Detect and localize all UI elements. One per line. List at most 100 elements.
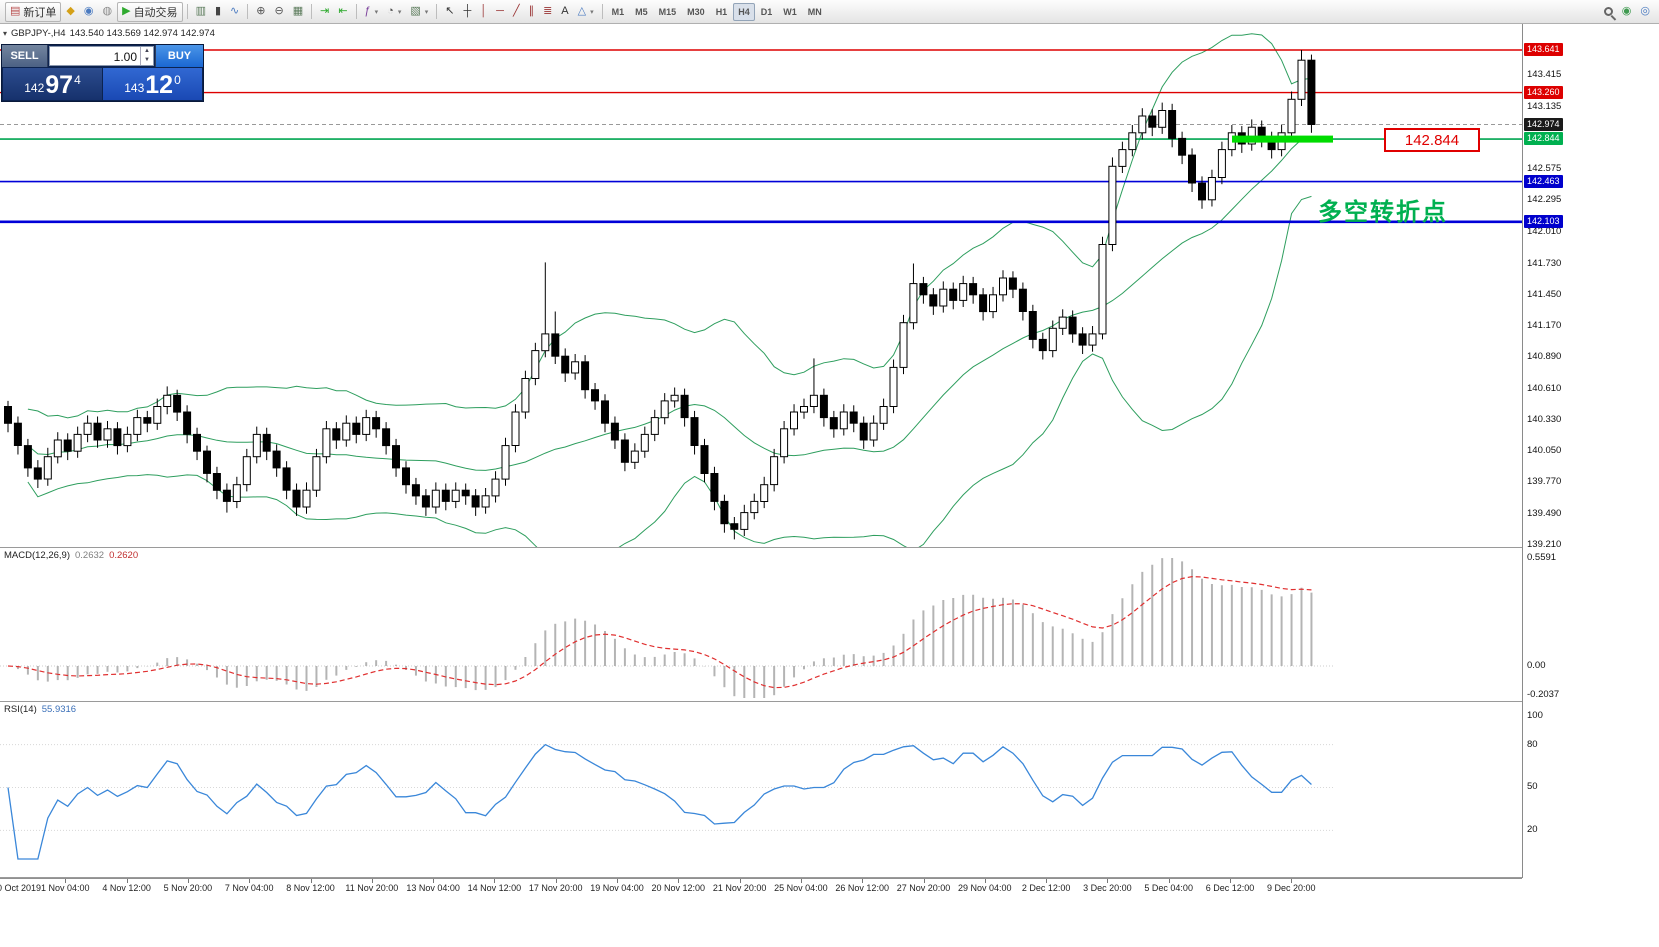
autotrading-button[interactable]: ▶ 自动交易 bbox=[117, 1, 183, 22]
spinner-up-icon[interactable]: ▲ bbox=[144, 48, 150, 54]
timeframe-button-m5[interactable]: M5 bbox=[635, 6, 648, 17]
time-axis-tick bbox=[1291, 879, 1293, 883]
time-axis-label: 20 Nov 12:00 bbox=[651, 883, 706, 893]
shapes-button[interactable]: △ ▾ bbox=[574, 2, 598, 22]
chevron-down-icon: ▾ bbox=[397, 8, 402, 16]
magnifier-glyph bbox=[1603, 7, 1613, 16]
price-badge: 142.103 bbox=[1524, 214, 1563, 228]
chart-shift-icon[interactable]: ⇤ bbox=[334, 2, 351, 22]
crosshair-icon-glyph: ┼ bbox=[463, 5, 472, 17]
macd-signal-value: 0.2620 bbox=[109, 550, 139, 561]
price-axis-label: 140.330 bbox=[1527, 413, 1562, 425]
templates-button[interactable]: ▧ ▾ bbox=[406, 2, 432, 22]
volume-field[interactable]: 1.00 ▲ ▼ bbox=[49, 46, 154, 66]
macd-chart[interactable] bbox=[0, 548, 1522, 701]
price-badge: 143.641 bbox=[1524, 43, 1563, 56]
text-icon[interactable]: A bbox=[557, 2, 572, 22]
time-axis-tick bbox=[65, 879, 67, 883]
toolbar-separator bbox=[355, 4, 357, 19]
horizontal-line-icon[interactable]: ─ bbox=[492, 2, 508, 22]
macd-axis-label: 0.5591 bbox=[1527, 552, 1557, 563]
channel-icon[interactable]: ∥ bbox=[525, 2, 539, 22]
buy-price-display[interactable]: 143 12 0 bbox=[103, 68, 202, 100]
mql5-community-icon[interactable]: ◉ bbox=[1618, 2, 1636, 22]
candlestick-chart-icon-glyph: ▮ bbox=[214, 5, 222, 17]
search-icon[interactable] bbox=[1600, 2, 1617, 22]
price-axis-label: 139.490 bbox=[1527, 507, 1562, 519]
buy-button[interactable]: BUY bbox=[155, 45, 203, 67]
price-axis[interactable]: 143.415 143.135 142.575 142.295 142.010 141.7… bbox=[1523, 24, 1659, 878]
time-axis-tick bbox=[371, 879, 373, 883]
timeframe-button-m30[interactable]: M30 bbox=[687, 6, 705, 17]
time-axis-tick bbox=[678, 879, 680, 883]
periods-button-glyph: ◔ bbox=[387, 5, 394, 17]
price-axis-label: 142.575 bbox=[1527, 163, 1562, 175]
fibonacci-icon-glyph: ≣ bbox=[543, 5, 553, 17]
price-axis-label: 139.210 bbox=[1527, 539, 1562, 550]
one-click-toggle-icon[interactable]: ▾ bbox=[3, 29, 8, 38]
vertical-line-icon[interactable]: │ bbox=[476, 2, 491, 22]
time-axis-label: 17 Nov 20:00 bbox=[528, 883, 583, 893]
timeframe-button-m15[interactable]: M15 bbox=[658, 6, 677, 17]
timeframe-button-d1[interactable]: D1 bbox=[760, 6, 773, 17]
time-axis-tick bbox=[310, 879, 312, 883]
toolbar-separator bbox=[311, 4, 313, 19]
zoom-in-icon[interactable]: ⊕ bbox=[252, 2, 269, 22]
time-axis-tick bbox=[862, 879, 864, 883]
price-axis-label: 140.610 bbox=[1527, 382, 1562, 394]
line-chart-icon[interactable]: ∿ bbox=[226, 2, 243, 22]
rsi-panel[interactable]: RSI(14) 55.9316 bbox=[0, 702, 1522, 878]
expert-advisors-icon[interactable]: ◆ bbox=[62, 2, 78, 22]
trendline-icon[interactable]: ╱ bbox=[509, 2, 524, 22]
auto-scroll-icon[interactable]: ⇥ bbox=[316, 2, 333, 22]
timeframe-button-mn[interactable]: MN bbox=[807, 6, 822, 17]
new-order-button[interactable]: ▤ 新订单 bbox=[5, 1, 62, 22]
data-window-icon[interactable]: ◍ bbox=[98, 2, 116, 22]
rsi-axis-label: 50 bbox=[1527, 781, 1538, 792]
price-level-label[interactable]: 142.844 bbox=[1384, 128, 1480, 152]
price-badge: 142.974 bbox=[1524, 117, 1563, 131]
sell-button[interactable]: SELL bbox=[2, 45, 48, 67]
time-axis-label: 11 Nov 20:00 bbox=[345, 883, 399, 893]
time-axis-label: 4 Nov 12:00 bbox=[102, 883, 151, 893]
candlestick-chart-icon[interactable]: ▮ bbox=[211, 2, 225, 22]
time-axis-label: 27 Nov 20:00 bbox=[896, 883, 951, 893]
time-axis-label: 6 Dec 12:00 bbox=[1205, 883, 1255, 893]
channel-icon-glyph: ∥ bbox=[528, 5, 535, 17]
time-axis-label: 8 Nov 12:00 bbox=[286, 883, 335, 893]
profiles-icon[interactable]: ◉ bbox=[80, 2, 98, 22]
new-order-button-glyph: ▤ bbox=[10, 5, 21, 17]
fibonacci-icon[interactable]: ≣ bbox=[539, 2, 556, 22]
indicators-button[interactable]: ƒ ▾ bbox=[361, 2, 383, 22]
one-click-prices: 142 97 4 143 12 0 bbox=[2, 67, 203, 101]
timeframe-button-w1[interactable]: W1 bbox=[783, 6, 797, 17]
spinner-down-icon[interactable]: ▼ bbox=[144, 57, 150, 63]
timeframe-button-m1[interactable]: M1 bbox=[611, 6, 625, 17]
main-chart-area[interactable]: ▾ GBPJPY-,H4 143.540 143.569 142.974 142… bbox=[0, 24, 1522, 548]
time-axis-label: 30 Oct 2019 bbox=[0, 883, 42, 893]
candlestick-chart[interactable] bbox=[0, 24, 1522, 548]
chart-ohlc-header: ▾ GBPJPY-,H4 143.540 143.569 142.974 142… bbox=[3, 28, 215, 39]
cursor-icon[interactable]: ↖ bbox=[441, 2, 458, 22]
sell-price-display[interactable]: 142 97 4 bbox=[3, 68, 102, 100]
crosshair-icon[interactable]: ┼ bbox=[459, 2, 475, 22]
bar-chart-icon[interactable]: ▥ bbox=[192, 2, 210, 22]
periods-button[interactable]: ◔ ▾ bbox=[383, 2, 405, 22]
turning-point-note: 多空转折点 bbox=[1318, 199, 1448, 226]
timeframe-button-h4[interactable]: H4 bbox=[733, 2, 755, 21]
timeframe-button-h1[interactable]: H1 bbox=[715, 6, 728, 17]
price-axis-label: 142.010 bbox=[1527, 226, 1562, 238]
tile-windows-icon[interactable]: ▦ bbox=[289, 2, 307, 22]
volume-value[interactable]: 1.00 bbox=[113, 50, 137, 64]
price-badge: 143.260 bbox=[1524, 85, 1563, 99]
zoom-out-icon[interactable]: ⊖ bbox=[270, 2, 287, 22]
rsi-chart[interactable] bbox=[0, 702, 1522, 877]
price-axis-label: 140.050 bbox=[1527, 445, 1562, 457]
help-icon[interactable]: ◎ bbox=[1636, 2, 1654, 22]
time-axis-label: 25 Nov 04:00 bbox=[774, 883, 828, 893]
volume-spinner[interactable]: ▲ ▼ bbox=[140, 47, 153, 65]
macd-panel[interactable]: MACD(12,26,9) 0.2632 0.2620 bbox=[0, 548, 1522, 702]
time-axis-label: 5 Dec 04:00 bbox=[1144, 883, 1193, 893]
buy-price-point: 0 bbox=[174, 73, 181, 87]
